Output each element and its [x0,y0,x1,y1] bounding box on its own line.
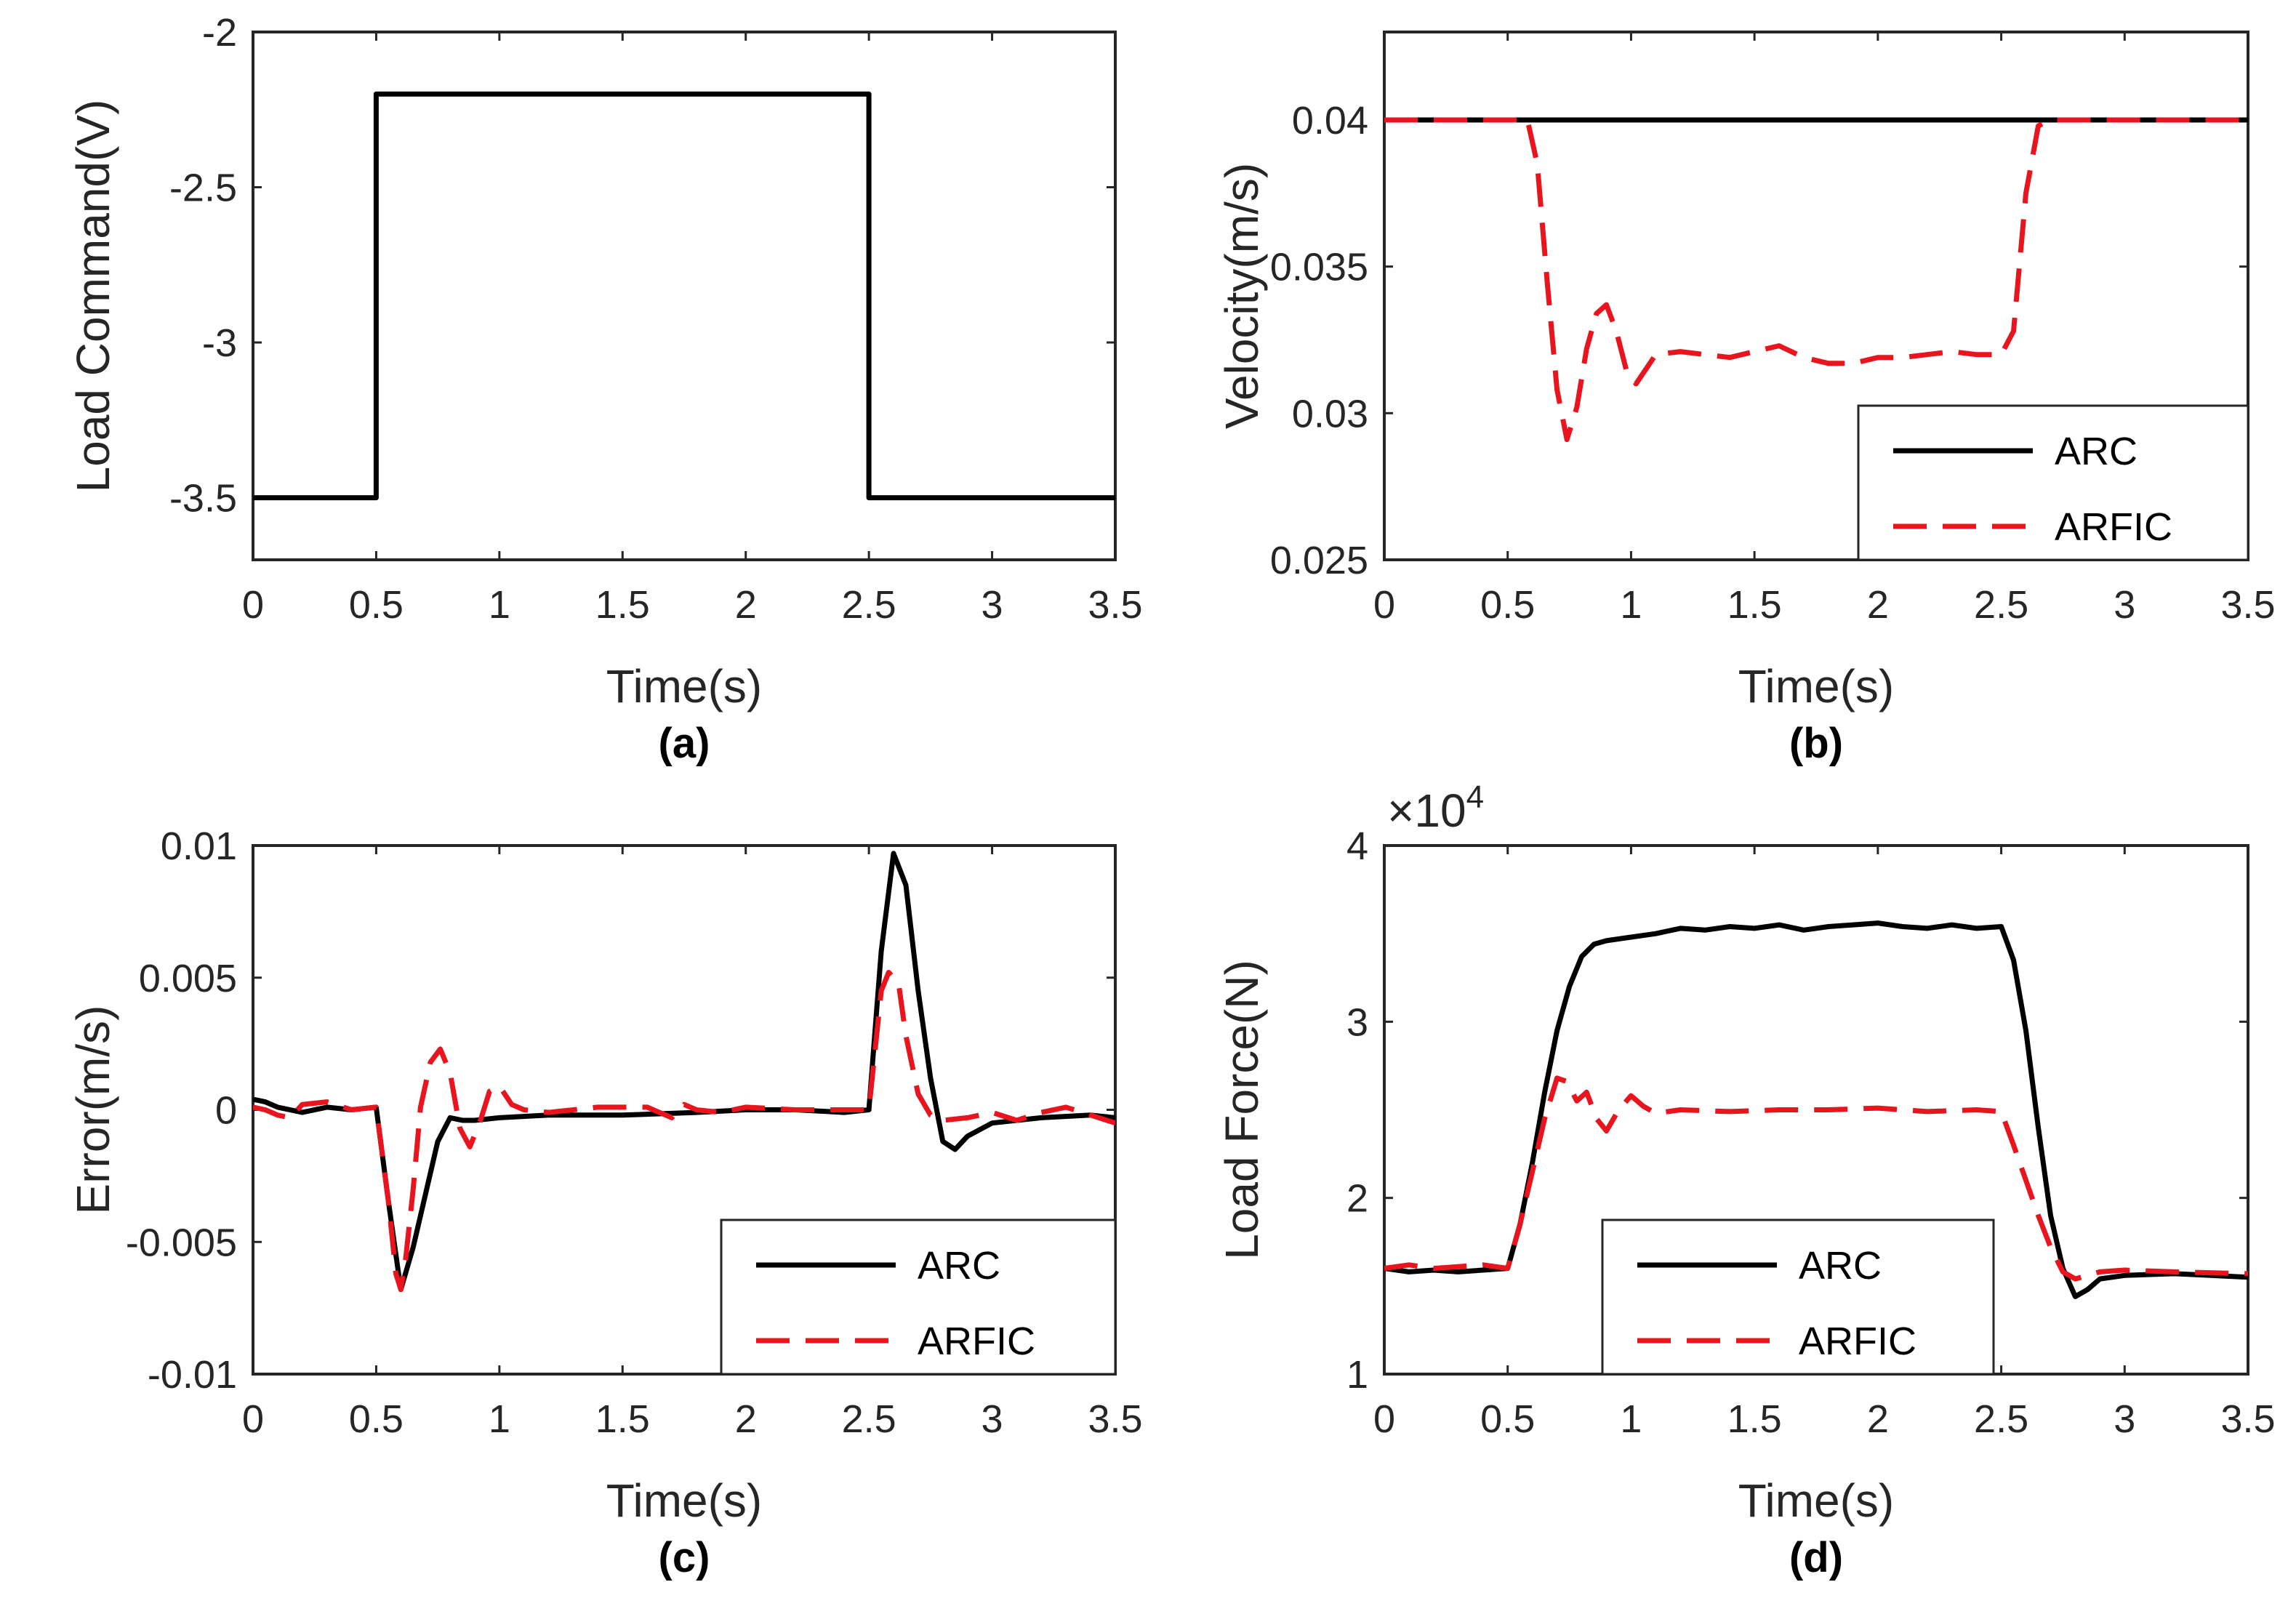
x-tick-label: 0 [242,583,264,627]
y-axis-label: Error(m/s) [67,1005,119,1215]
x-tick-label: 3 [982,1397,1003,1441]
x-axis-label: Time(s) [606,1474,762,1527]
series-line-arfic [1384,117,2248,443]
legend-label-arfic: ARFIC [1799,1320,1916,1363]
series-line-arfic [253,970,1115,1293]
x-tick-label: 1 [489,583,510,627]
x-axis-label: Time(s) [606,660,762,712]
y-tick-label: -0.005 [126,1221,237,1264]
legend-label-arfic: ARFIC [2055,505,2172,549]
panel-a: 0 0.5 1 1.5 2 2.5 3 3.5 -3.5 -3 -2.5 -2 Time(s) Load … [67,11,1143,767]
x-tick-label: 0 [1373,583,1395,627]
legend-label-arc: ARC [918,1244,1000,1288]
y-tick-label: 0.04 [1292,99,1368,142]
x-tick-label: 1.5 [1727,583,1782,627]
legend-label-arc: ARC [1799,1244,1882,1288]
legend: ARC ARFIC [720,1218,1117,1376]
x-tick-label: 2.5 [842,1397,896,1441]
y-axis-label: Load Force(N) [1216,960,1268,1260]
x-tick-label: 3.5 [2220,583,2275,627]
y-tick-label: -2 [202,11,237,55]
x-tick-label: 1.5 [1727,1397,1782,1441]
x-tick-label: 0 [1373,1397,1395,1441]
x-tick-label: 0.5 [1480,583,1535,627]
y-axis-label: Load Command(V) [67,100,119,493]
panel-caption: (a) [659,720,710,767]
series-line-arfic [1384,1075,2248,1282]
y-tick-label: 0.035 [1270,246,1368,289]
x-tick-label: 3.5 [2220,1397,2275,1441]
x-tick-label: 1.5 [595,1397,650,1441]
panel-caption: (d) [1789,1534,1843,1581]
x-tick-label: 0.5 [1480,1397,1535,1441]
x-tick-label: 2 [735,583,757,627]
y-tick-label: 0.03 [1292,392,1368,435]
x-tick-label: 2.5 [1974,583,2028,627]
x-axis-label: Time(s) [1738,660,1894,712]
y-tick-label: 4 [1346,824,1368,868]
y-tick-label: 0.025 [1270,539,1368,582]
y-tick-label: 0.01 [161,824,237,868]
x-tick-label: 2 [1867,1397,1889,1441]
x-tick-label: 2 [1867,583,1889,627]
y-tick-label: -3.5 [169,477,237,521]
y-tick-label: 0.005 [139,957,237,1000]
panel-d: 0 0.5 1 1.5 2 2.5 3 3.5 1 2 3 4 Time(s) Load Force(N)… [1216,779,2276,1581]
x-tick-label: 3 [2114,1397,2135,1441]
x-tick-label: 2.5 [842,583,896,627]
y-tick-label: 0 [215,1089,237,1133]
panel-caption: (c) [659,1534,710,1581]
panel-c: 0 0.5 1 1.5 2 2.5 3 3.5 -0.01 -0.005 0 0.005 0.01 Tim… [67,824,1143,1581]
axes-frame-a [252,31,1117,561]
y-exponent-label: ×104 [1387,779,1484,837]
legend-box [1857,404,2249,561]
x-tick-label: 3 [2114,583,2135,627]
legend-label-arfic: ARFIC [918,1320,1035,1363]
axes-frame-b [1383,31,2249,561]
x-tick-label: 3 [982,583,1003,627]
y-axis-label: Velocity(m/s) [1216,163,1268,429]
y-tick-label: -3 [202,321,237,365]
x-tick-label: 1 [1620,1397,1642,1441]
x-tick-label: 0.5 [349,583,404,627]
x-tick-label: 0.5 [349,1397,404,1441]
x-tick-label: 1 [1620,583,1642,627]
panel-b: 0 0.5 1 1.5 2 2.5 3 3.5 0.025 0.03 0.035 0.04 Time(s… [1216,31,2276,767]
y-tick-label: 1 [1346,1353,1368,1397]
y-tick-label: -0.01 [148,1353,237,1397]
x-axis-label: Time(s) [1738,1474,1894,1527]
y-tick-label: -2.5 [169,166,237,210]
legend: ARC ARFIC [1601,1218,1995,1376]
series-line-load-command [253,91,1115,501]
x-tick-label: 3.5 [1088,1397,1142,1441]
legend-box [720,1218,1117,1376]
y-tick-label: 3 [1346,1000,1368,1044]
x-tick-label: 1.5 [595,583,650,627]
legend-box [1601,1218,1995,1376]
panel-caption: (b) [1789,720,1843,767]
x-tick-label: 2 [735,1397,757,1441]
x-tick-label: 1 [489,1397,510,1441]
legend-label-arc: ARC [2055,430,2138,473]
x-tick-label: 0 [242,1397,264,1441]
y-tick-label: 2 [1346,1177,1368,1221]
legend: ARC ARFIC [1857,404,2249,561]
x-tick-label: 2.5 [1974,1397,2028,1441]
x-tick-label: 3.5 [1088,583,1142,627]
